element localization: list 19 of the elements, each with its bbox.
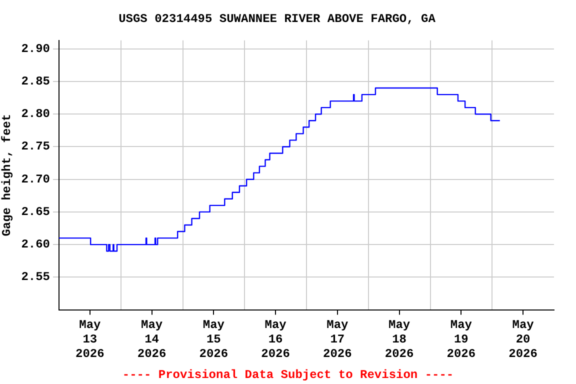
x-tick-label: May 20 2026 <box>508 318 538 361</box>
text: ---- Provisional Data Subject to Revision ---- <box>122 368 454 382</box>
chart-title: USGS 02314495 SUWANNEE RIVER ABOVE FARGO, GA <box>118 12 436 26</box>
y-tick-label: 2.90 <box>21 42 50 56</box>
x-tick-label: May 18 2026 <box>384 318 414 361</box>
y-tick-label: 2.70 <box>21 172 50 186</box>
y-tick-label: 2.55 <box>21 270 50 284</box>
x-tick-label: May 16 2026 <box>261 318 290 361</box>
y-tick-label: 2.85 <box>21 74 50 89</box>
x-tick-label: May 14 2026 <box>137 318 166 361</box>
x-tick-label: May 17 2026 <box>323 318 352 361</box>
x-tick-label: May 19 2026 <box>446 318 476 361</box>
y-tick-label: 2.80 <box>21 107 50 122</box>
y-tick-label: 2.65 <box>21 204 50 219</box>
y-tick-label: 2.60 <box>21 238 50 252</box>
x-tick-label: May 15 2026 <box>199 318 228 361</box>
y-axis-title: Gage height, feet <box>0 114 14 236</box>
x-tick-label: May 13 2026 <box>76 318 104 361</box>
y-tick-label: 2.75 <box>21 140 50 154</box>
